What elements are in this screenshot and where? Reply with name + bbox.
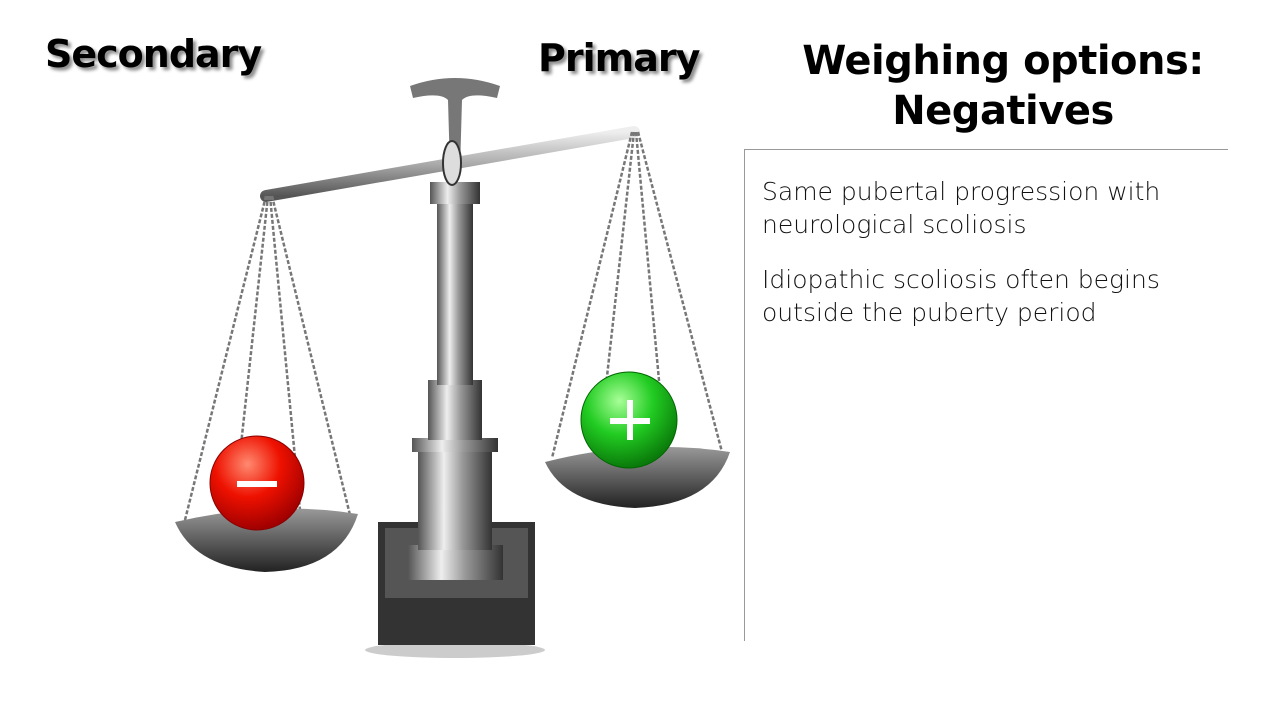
right-pan bbox=[545, 446, 730, 508]
title-line-2: Negatives bbox=[892, 88, 1114, 134]
slide-body: Same pubertal progression with neurologi… bbox=[762, 175, 1232, 351]
horizontal-divider bbox=[744, 149, 1228, 150]
slide-title: Weighing options: Negatives bbox=[770, 36, 1236, 136]
vertical-divider bbox=[744, 149, 745, 641]
scale-pillar bbox=[410, 78, 500, 550]
body-point: Same pubertal progression with neurologi… bbox=[762, 177, 1161, 239]
primary-label: Primary bbox=[538, 36, 700, 80]
minus-icon bbox=[237, 481, 277, 487]
left-pan bbox=[175, 508, 358, 572]
minus-ball bbox=[209, 435, 305, 531]
secondary-label: Secondary bbox=[45, 32, 262, 76]
plus-ball bbox=[580, 371, 678, 469]
title-line-1: Weighing options: bbox=[802, 38, 1204, 84]
plus-icon bbox=[610, 400, 650, 440]
scale-base bbox=[365, 522, 545, 658]
scale-beam bbox=[260, 126, 640, 202]
body-point: Idiopathic scoliosis often begins outsid… bbox=[762, 265, 1160, 327]
